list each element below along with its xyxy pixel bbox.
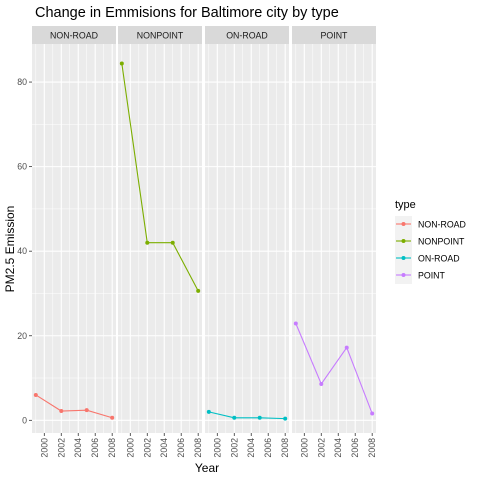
data-point — [344, 345, 349, 350]
facet-strip-label: NONPOINT — [137, 31, 184, 41]
data-point — [145, 240, 150, 245]
facet-strip — [118, 26, 202, 44]
legend-item-on-road: ON-ROAD — [395, 250, 460, 267]
data-point — [119, 61, 124, 66]
legend-item-nonpoint: NONPOINT — [395, 233, 465, 250]
facet-strip-label: NON-ROAD — [50, 31, 98, 41]
chart-title: Change in Emmisions for Baltimore city b… — [35, 5, 339, 21]
panel-background — [32, 44, 116, 433]
series-line-on-road — [208, 411, 286, 420]
panel-background — [205, 44, 289, 433]
x-tick-label: 2002 — [142, 438, 152, 458]
x-tick-label: 2004 — [333, 438, 343, 458]
x-tick-label: 2000 — [125, 438, 135, 458]
legend-label: NONPOINT — [418, 237, 465, 247]
legend-label: POINT — [418, 271, 446, 281]
data-point — [84, 408, 89, 413]
data-point — [206, 409, 211, 414]
legend-item-non-road: NON-ROAD — [395, 216, 466, 233]
x-tick-label: 2008 — [280, 438, 290, 458]
x-tick-label: 2006 — [176, 438, 186, 458]
x-tick-label: 2004 — [246, 438, 256, 458]
x-tick-label: 2008 — [367, 438, 377, 458]
y-axis-title: PM2.5 Emission — [3, 206, 17, 293]
series-line-non-road — [35, 394, 113, 419]
legend-key-point — [401, 273, 406, 277]
x-tick-label: 2000 — [299, 438, 309, 458]
x-tick-label: 2006 — [350, 438, 360, 458]
y-tick-label: 40 — [17, 246, 27, 256]
data-point — [283, 416, 288, 421]
facet-strip — [292, 26, 376, 44]
x-tick-label: 2000 — [39, 438, 49, 458]
panel-background — [118, 44, 202, 433]
facet-on-road: ON-ROAD 2000 2002 2004 2006 2008 — [205, 26, 290, 458]
facet-strip — [205, 26, 289, 44]
facet-nonpoint: NONPOINT 2000 2002 2004 2006 2008 — [118, 26, 203, 458]
legend-label: ON-ROAD — [418, 254, 460, 264]
x-tick-label: 2004 — [73, 438, 83, 458]
x-tick-label: 2000 — [212, 438, 222, 458]
facet-strip-label: ON-ROAD — [226, 31, 268, 41]
data-point — [170, 240, 175, 245]
facet-strip — [32, 26, 116, 44]
y-tick-label: 20 — [17, 331, 27, 341]
data-point — [370, 411, 375, 416]
data-point — [59, 409, 64, 414]
y-axis: 0 20 40 60 80 — [17, 77, 32, 425]
y-tick-label: 0 — [22, 415, 27, 425]
legend-key-point — [401, 256, 406, 260]
facet-point: POINT 2000 2002 2004 2006 2008 — [292, 26, 377, 458]
x-tick-label: 2006 — [90, 438, 100, 458]
x-tick-label: 2002 — [316, 438, 326, 458]
facet-non-road: NON-ROAD 2000 2002 2004 2006 2008 — [32, 26, 117, 458]
x-tick-label: 2008 — [107, 438, 117, 458]
legend-key-point — [401, 239, 406, 243]
y-tick-label: 80 — [17, 77, 27, 87]
data-point — [33, 392, 38, 397]
panel-background — [292, 44, 376, 433]
legend-key-point — [401, 222, 406, 226]
series-line-point — [295, 323, 373, 414]
data-point — [257, 415, 262, 420]
legend-item-point: POINT — [395, 267, 446, 284]
facet-strip-label: POINT — [321, 31, 349, 41]
data-point — [319, 381, 324, 386]
data-point — [196, 288, 201, 293]
facet-panels: NON-ROAD 2000 2002 2004 2006 2008 NONPOINT 2000… — [32, 26, 377, 458]
data-point — [293, 321, 298, 326]
y-tick-label: 60 — [17, 162, 27, 172]
data-point — [232, 415, 237, 420]
x-tick-label: 2008 — [193, 438, 203, 458]
series-line-nonpoint — [121, 63, 199, 292]
x-tick-label: 2004 — [159, 438, 169, 458]
x-tick-label: 2006 — [263, 438, 273, 458]
legend-label: NON-ROAD — [418, 220, 466, 230]
x-axis-title: Year — [195, 461, 219, 475]
legend-title: type — [395, 199, 416, 211]
x-tick-label: 2002 — [56, 438, 66, 458]
x-tick-label: 2002 — [229, 438, 239, 458]
data-point — [110, 415, 115, 420]
